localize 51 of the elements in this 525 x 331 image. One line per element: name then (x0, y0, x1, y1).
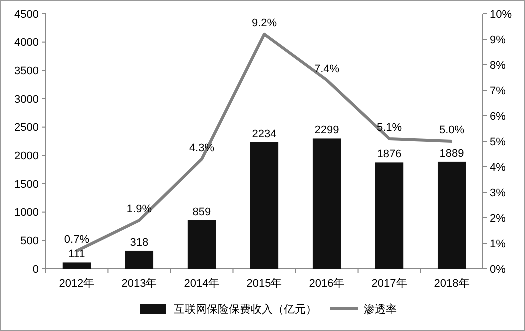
data-label: 4.3% (189, 142, 215, 154)
legend-label: 渗透率 (364, 302, 397, 316)
data-label: 2299 (314, 124, 340, 137)
y-tick-label: 0 (32, 264, 39, 276)
y2-tick-label: 9% (490, 34, 506, 46)
y2-tick-label: 3% (490, 187, 506, 200)
bar (312, 138, 342, 269)
x-tick-label: 2012年 (59, 278, 95, 290)
x-tick-label: 2013年 (122, 278, 158, 290)
y-tick-label: 1000 (14, 207, 39, 220)
y-tick-label: 2500 (14, 122, 39, 134)
y2-tick-label: 8% (490, 60, 506, 72)
data-label: 859 (192, 206, 212, 218)
y-tick-label: 3500 (14, 66, 39, 78)
y2-tick-label: 2% (490, 212, 506, 225)
legend-label: 互联网保险保费收入（亿元） (174, 302, 317, 316)
data-label: 5.1% (376, 122, 402, 134)
bar (375, 162, 404, 269)
y2-tick-label: 5% (490, 136, 506, 148)
data-label: 7.4% (314, 63, 340, 76)
x-tick-label: 2016年 (309, 278, 345, 290)
y-tick-label: 500 (20, 236, 39, 248)
y2-tick-label: 4% (490, 162, 506, 174)
x-tick-label: 2017年 (372, 278, 408, 290)
y-tick-label: 1500 (14, 178, 39, 191)
bar (250, 142, 279, 269)
x-tick-label: 2015年 (246, 278, 282, 290)
y2-tick-label: 7% (490, 85, 506, 98)
y-tick-label: 3000 (14, 94, 39, 106)
data-label: 5.0% (440, 124, 465, 136)
data-label: 9.2% (252, 17, 278, 30)
x-tick-label: 2014年 (184, 278, 220, 290)
y2-tick-label: 10% (490, 8, 512, 21)
bar (125, 250, 154, 269)
data-label: 0.7% (64, 234, 90, 246)
y2-tick-label: 6% (490, 110, 506, 123)
data-label: 111 (68, 248, 86, 261)
y-tick-label: 2000 (14, 150, 39, 163)
y-tick-label: 4500 (14, 8, 39, 21)
data-label: 1.9% (126, 204, 152, 216)
y2-tick-label: 0% (490, 264, 506, 276)
data-label: 2234 (252, 128, 277, 140)
data-label: 1876 (377, 148, 402, 161)
y-tick-label: 4000 (14, 37, 39, 50)
bar (188, 220, 216, 269)
bar (62, 262, 92, 269)
data-label: 1889 (440, 148, 464, 160)
x-tick-label: 2018年 (434, 278, 470, 290)
bar (438, 162, 466, 269)
y2-tick-label: 1% (490, 238, 506, 250)
data-label: 318 (130, 236, 149, 249)
